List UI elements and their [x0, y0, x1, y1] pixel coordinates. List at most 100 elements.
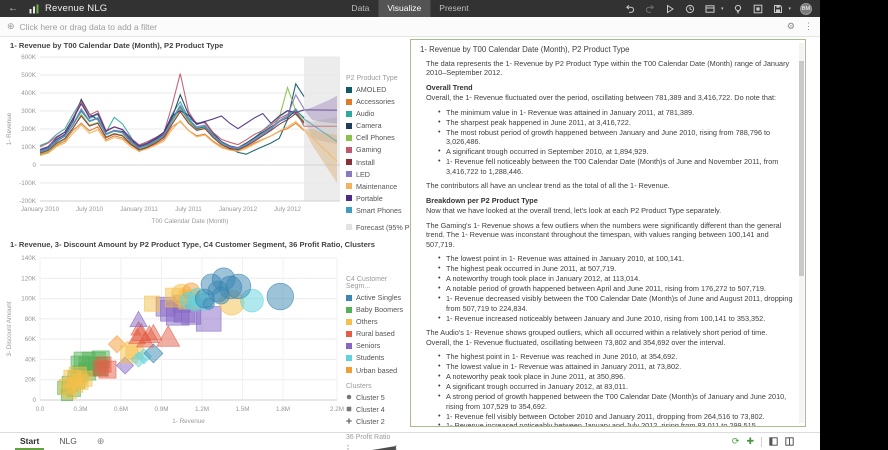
- layout-single-icon[interactable]: [769, 433, 778, 450]
- nlg-paragraph: The Audio's 1- Revenue shows grouped out…: [426, 328, 768, 347]
- nlg-bullet: A noteworthy trough took place in Januar…: [438, 273, 793, 283]
- filter-settings-icon[interactable]: ⚙: [786, 21, 795, 31]
- tab-visualize[interactable]: Visualize: [378, 0, 431, 17]
- svg-text:400K: 400K: [21, 90, 37, 97]
- legend-item-cluster[interactable]: Cluster 4: [346, 405, 408, 414]
- svg-text:January 2010: January 2010: [21, 206, 60, 213]
- legend-item-forecast[interactable]: Forecast (95% Pr...: [346, 223, 418, 232]
- svg-text:0.9M: 0.9M: [155, 406, 169, 413]
- line-chart-legend: P2 Product Type AMOLED Accessories Audio Cam…: [346, 75, 418, 237]
- svg-text:40K: 40K: [25, 356, 37, 363]
- nlg-scrollbar-thumb[interactable]: [799, 61, 804, 276]
- layout-split-icon[interactable]: [785, 433, 794, 450]
- add-data-icon[interactable]: ✚: [746, 436, 754, 446]
- nlg-bullet: 1- Revenue decreased visibly between the…: [438, 293, 793, 313]
- svg-text:1.5M: 1.5M: [236, 406, 250, 413]
- legend-item[interactable]: Cell Phones: [346, 133, 408, 142]
- tab-present[interactable]: Present: [439, 3, 469, 13]
- back-icon[interactable]: ←: [8, 3, 18, 14]
- legend-item[interactable]: Install: [346, 158, 408, 167]
- nlg-bullet-list: The lowest point in 1- Revenue was attai…: [438, 253, 793, 323]
- save-caret-icon[interactable]: ▾: [788, 5, 791, 12]
- svg-text:January 2012: January 2012: [219, 206, 258, 213]
- legend-item[interactable]: Portable: [346, 194, 408, 203]
- nlg-bullet: 1- Revenue increased noticeably between …: [438, 313, 793, 323]
- svg-text:July 2010: July 2010: [76, 206, 103, 213]
- legend-item[interactable]: Others: [346, 317, 408, 326]
- nlg-text-panel[interactable]: 1- Revenue by T00 Calendar Date (Month),…: [410, 39, 806, 427]
- svg-text:600K: 600K: [21, 54, 37, 61]
- legend-item-cluster[interactable]: Cluster 2: [346, 417, 408, 426]
- page-tab-nlg[interactable]: NLG: [59, 436, 77, 446]
- legend-item[interactable]: AMOLED: [346, 85, 408, 94]
- nlg-bullet: The sharpest peak happened in June 2011,…: [438, 117, 793, 127]
- legend-item[interactable]: Rural based: [346, 329, 408, 338]
- legend-item[interactable]: Smart Phones: [346, 206, 408, 215]
- legend-item[interactable]: Students: [346, 353, 408, 362]
- nlg-bullet-list: The highest point in 1- Revenue was reac…: [438, 351, 793, 426]
- svg-text:140K: 140K: [21, 255, 37, 262]
- panels-caret-icon[interactable]: ▾: [720, 5, 724, 12]
- svg-text:1- Revenue: 1- Revenue: [172, 418, 205, 425]
- svg-text:January 2011: January 2011: [120, 206, 158, 213]
- nlg-scrollbar[interactable]: [799, 43, 804, 423]
- legend-item[interactable]: Urban based: [346, 366, 408, 375]
- panels-icon[interactable]: [705, 3, 716, 14]
- nlg-paragraph: Now that we have looked at the overall t…: [426, 206, 722, 216]
- svg-text:0.0: 0.0: [36, 406, 45, 413]
- legend-item[interactable]: Active Singles: [346, 293, 408, 302]
- popout-icon[interactable]: [752, 3, 763, 14]
- nlg-bullet: A strong period of growth happened betwe…: [438, 391, 793, 411]
- nlg-panel-title: 1- Revenue by T00 Calendar Date (Month),…: [420, 45, 630, 54]
- legend-item[interactable]: Baby Boomers: [346, 305, 408, 314]
- add-filter-icon[interactable]: ⊕: [7, 21, 15, 31]
- more-options-icon[interactable]: ⋮: [804, 21, 813, 31]
- legend-item-cluster[interactable]: Cluster 5: [346, 393, 408, 402]
- scatter-chart[interactable]: 0 20K 40K 60K 80K 100K 120K 140K 0.0 0.3M 0.6M 0.9M…: [4, 250, 346, 428]
- svg-text:60K: 60K: [25, 336, 37, 343]
- scatter-chart-panel[interactable]: 1- Revenue, 3- Discount Amount by P2 Pro…: [4, 240, 408, 450]
- filter-bar[interactable]: ⊕ Click here or drag data to add a filte…: [0, 17, 820, 37]
- legend-item[interactable]: Audio: [346, 109, 408, 118]
- nlg-bullet: The lowest point in 1- Revenue was attai…: [438, 253, 793, 263]
- user-avatar[interactable]: BM: [800, 2, 812, 15]
- nlg-bullet: A noteworthy peak took place in June 201…: [438, 371, 793, 381]
- svg-text:July 2012: July 2012: [274, 206, 301, 213]
- line-chart[interactable]: -200K -100K 0 100K 200K 300K 400K 500K 600K Janua…: [4, 51, 346, 237]
- history-icon[interactable]: [685, 3, 696, 14]
- authoring-tabs: Data Visualize Present: [342, 0, 477, 17]
- svg-text:-100K: -100K: [19, 180, 37, 187]
- application-window: ← Revenue NLG Data Visualize Present ▾ ▾…: [0, 0, 820, 450]
- undo-icon[interactable]: [625, 3, 636, 14]
- tab-data[interactable]: Data: [351, 3, 370, 13]
- nlg-panel-body: The data represents the 1- Revenue by P2…: [420, 59, 793, 426]
- nlg-bullet: 1- Revenue fell visibly between October …: [438, 410, 793, 421]
- lightbulb-icon[interactable]: [732, 3, 743, 14]
- svg-text:0: 0: [32, 397, 36, 404]
- add-page-icon[interactable]: ⊕: [96, 436, 105, 446]
- nlg-bullet: A significant trough occurred in Septemb…: [438, 146, 793, 156]
- nlg-bullet: The highest peak occurred in June 2011, …: [438, 263, 793, 273]
- legend-item[interactable]: Gaming: [346, 145, 408, 154]
- legend-item[interactable]: Seniors: [346, 341, 408, 350]
- legend-item[interactable]: Maintenance: [346, 182, 408, 191]
- nlg-bullet: 1- Revenue fell noticeably between the T…: [438, 156, 793, 176]
- legend-item[interactable]: LED: [346, 170, 408, 179]
- play-icon[interactable]: [665, 3, 676, 14]
- svg-text:80K: 80K: [25, 316, 37, 323]
- refresh-data-icon[interactable]: ⟳: [731, 436, 740, 446]
- line-chart-panel[interactable]: 1- Revenue by T00 Calendar Date (Month),…: [4, 41, 418, 237]
- legend-title: 36 Profit Ratio: [346, 433, 391, 441]
- legend-title: P2 Product Type: [346, 75, 398, 82]
- redo-icon[interactable]: [645, 3, 656, 14]
- svg-text:100K: 100K: [21, 296, 37, 303]
- filter-placeholder[interactable]: Click here or drag data to add a filter: [19, 21, 158, 32]
- svg-text:200K: 200K: [21, 126, 37, 133]
- legend-item[interactable]: Accessories: [346, 97, 408, 106]
- page-tab-start[interactable]: Start: [10, 433, 49, 450]
- save-icon[interactable]: [772, 3, 783, 14]
- legend-title: Clusters: [346, 382, 372, 390]
- nlg-heading: Overall Trend: [426, 82, 473, 92]
- svg-text:2.2M: 2.2M: [330, 406, 344, 413]
- legend-item[interactable]: Camera: [346, 121, 408, 130]
